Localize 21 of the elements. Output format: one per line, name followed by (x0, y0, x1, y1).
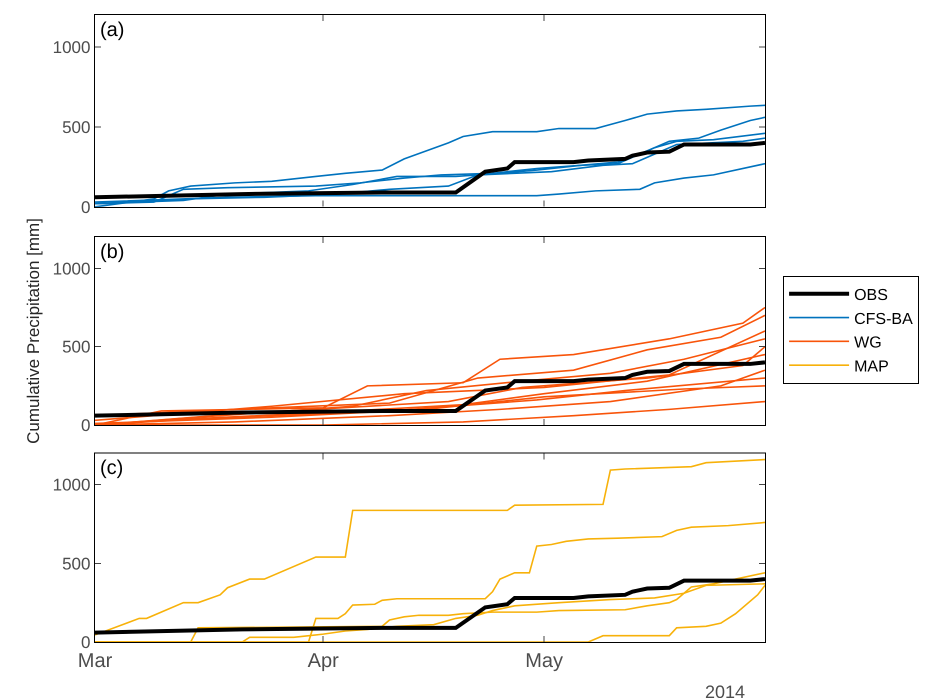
y-tick-label: 500 (62, 338, 90, 357)
x-tick-label: May (525, 650, 564, 672)
y-axis-title: Cumulative Precipitation [mm] (24, 218, 44, 444)
y-tick-label: 1000 (52, 38, 90, 57)
legend-label: OBS (854, 287, 888, 304)
x-tick-label: Apr (308, 650, 340, 672)
annotation: (c) (100, 457, 124, 479)
y-tick-label: 0 (80, 198, 90, 217)
legend-label: MAP (854, 358, 889, 376)
y-tick-label: 500 (62, 554, 90, 574)
y-tick-label: 1000 (52, 259, 90, 278)
legend-label: CFS-BA (854, 310, 914, 328)
x-tick-label: Mar (78, 650, 113, 672)
annotation: (b) (100, 241, 124, 263)
text: 2014 (705, 682, 746, 698)
y-tick-label: 0 (80, 416, 90, 436)
y-tick-label: 0 (80, 632, 90, 652)
y-tick-label: 1000 (52, 476, 90, 495)
legend-label: WG (854, 334, 882, 352)
y-tick-label: 500 (62, 118, 90, 137)
annotation: (a) (100, 19, 124, 41)
